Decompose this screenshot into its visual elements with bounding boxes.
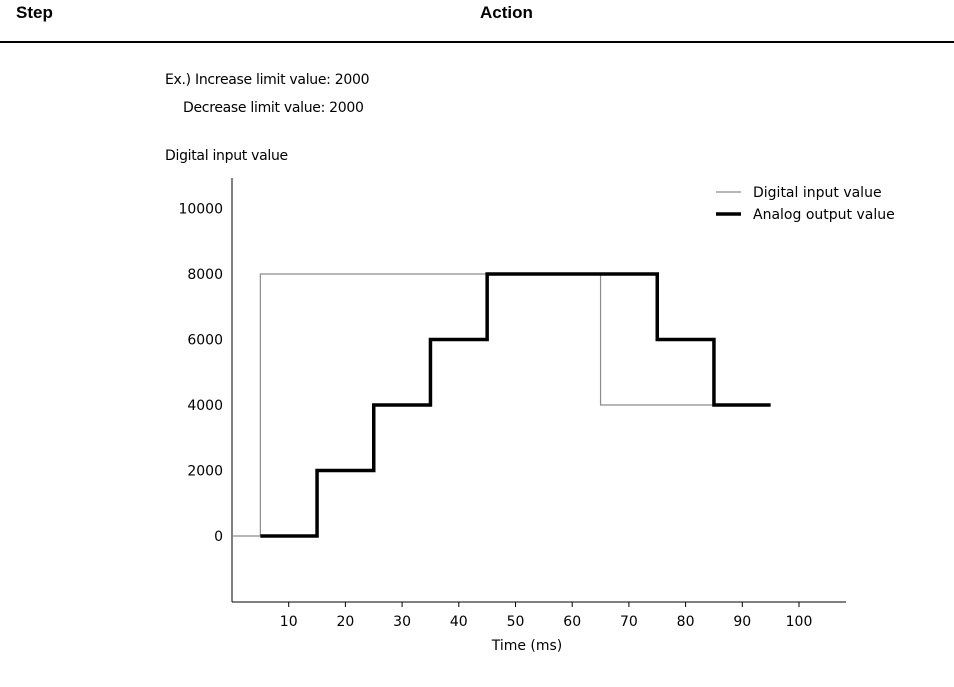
series-line-digital-input	[232, 273, 714, 537]
x-axis-label: Time (ms)	[491, 638, 563, 654]
y-tick-label: 6000	[187, 333, 223, 349]
y-tick-label: 10000	[178, 202, 223, 218]
y-tick-label: 0	[214, 529, 223, 545]
x-tick-label: 60	[563, 614, 581, 630]
x-tick-label: 50	[507, 614, 525, 630]
legend-label: Digital input value	[753, 185, 882, 201]
x-tick-label: 90	[733, 614, 751, 630]
decrease-limit-note: Decrease limit value: 2000	[183, 100, 364, 116]
x-tick-label: 10	[280, 614, 298, 630]
x-tick-label: 100	[786, 614, 813, 630]
y-tick-label: 4000	[187, 398, 223, 414]
increase-limit-note: Ex.) Increase limit value: 2000	[165, 72, 370, 88]
x-tick-label: 80	[677, 614, 695, 630]
y-tick-label: 8000	[187, 267, 223, 283]
x-tick-label: 30	[393, 614, 411, 630]
x-tick-label: 20	[336, 614, 354, 630]
x-tick-label: 40	[450, 614, 468, 630]
header-action: Action	[480, 3, 533, 22]
legend-label: Analog output value	[753, 207, 895, 223]
y-tick-label: 2000	[187, 464, 223, 480]
header-step: Step	[16, 3, 53, 22]
header-rule	[0, 41, 954, 43]
series-line-analog-output	[260, 272, 771, 538]
x-tick-label: 70	[620, 614, 638, 630]
y-axis-label: Digital input value	[165, 148, 288, 164]
